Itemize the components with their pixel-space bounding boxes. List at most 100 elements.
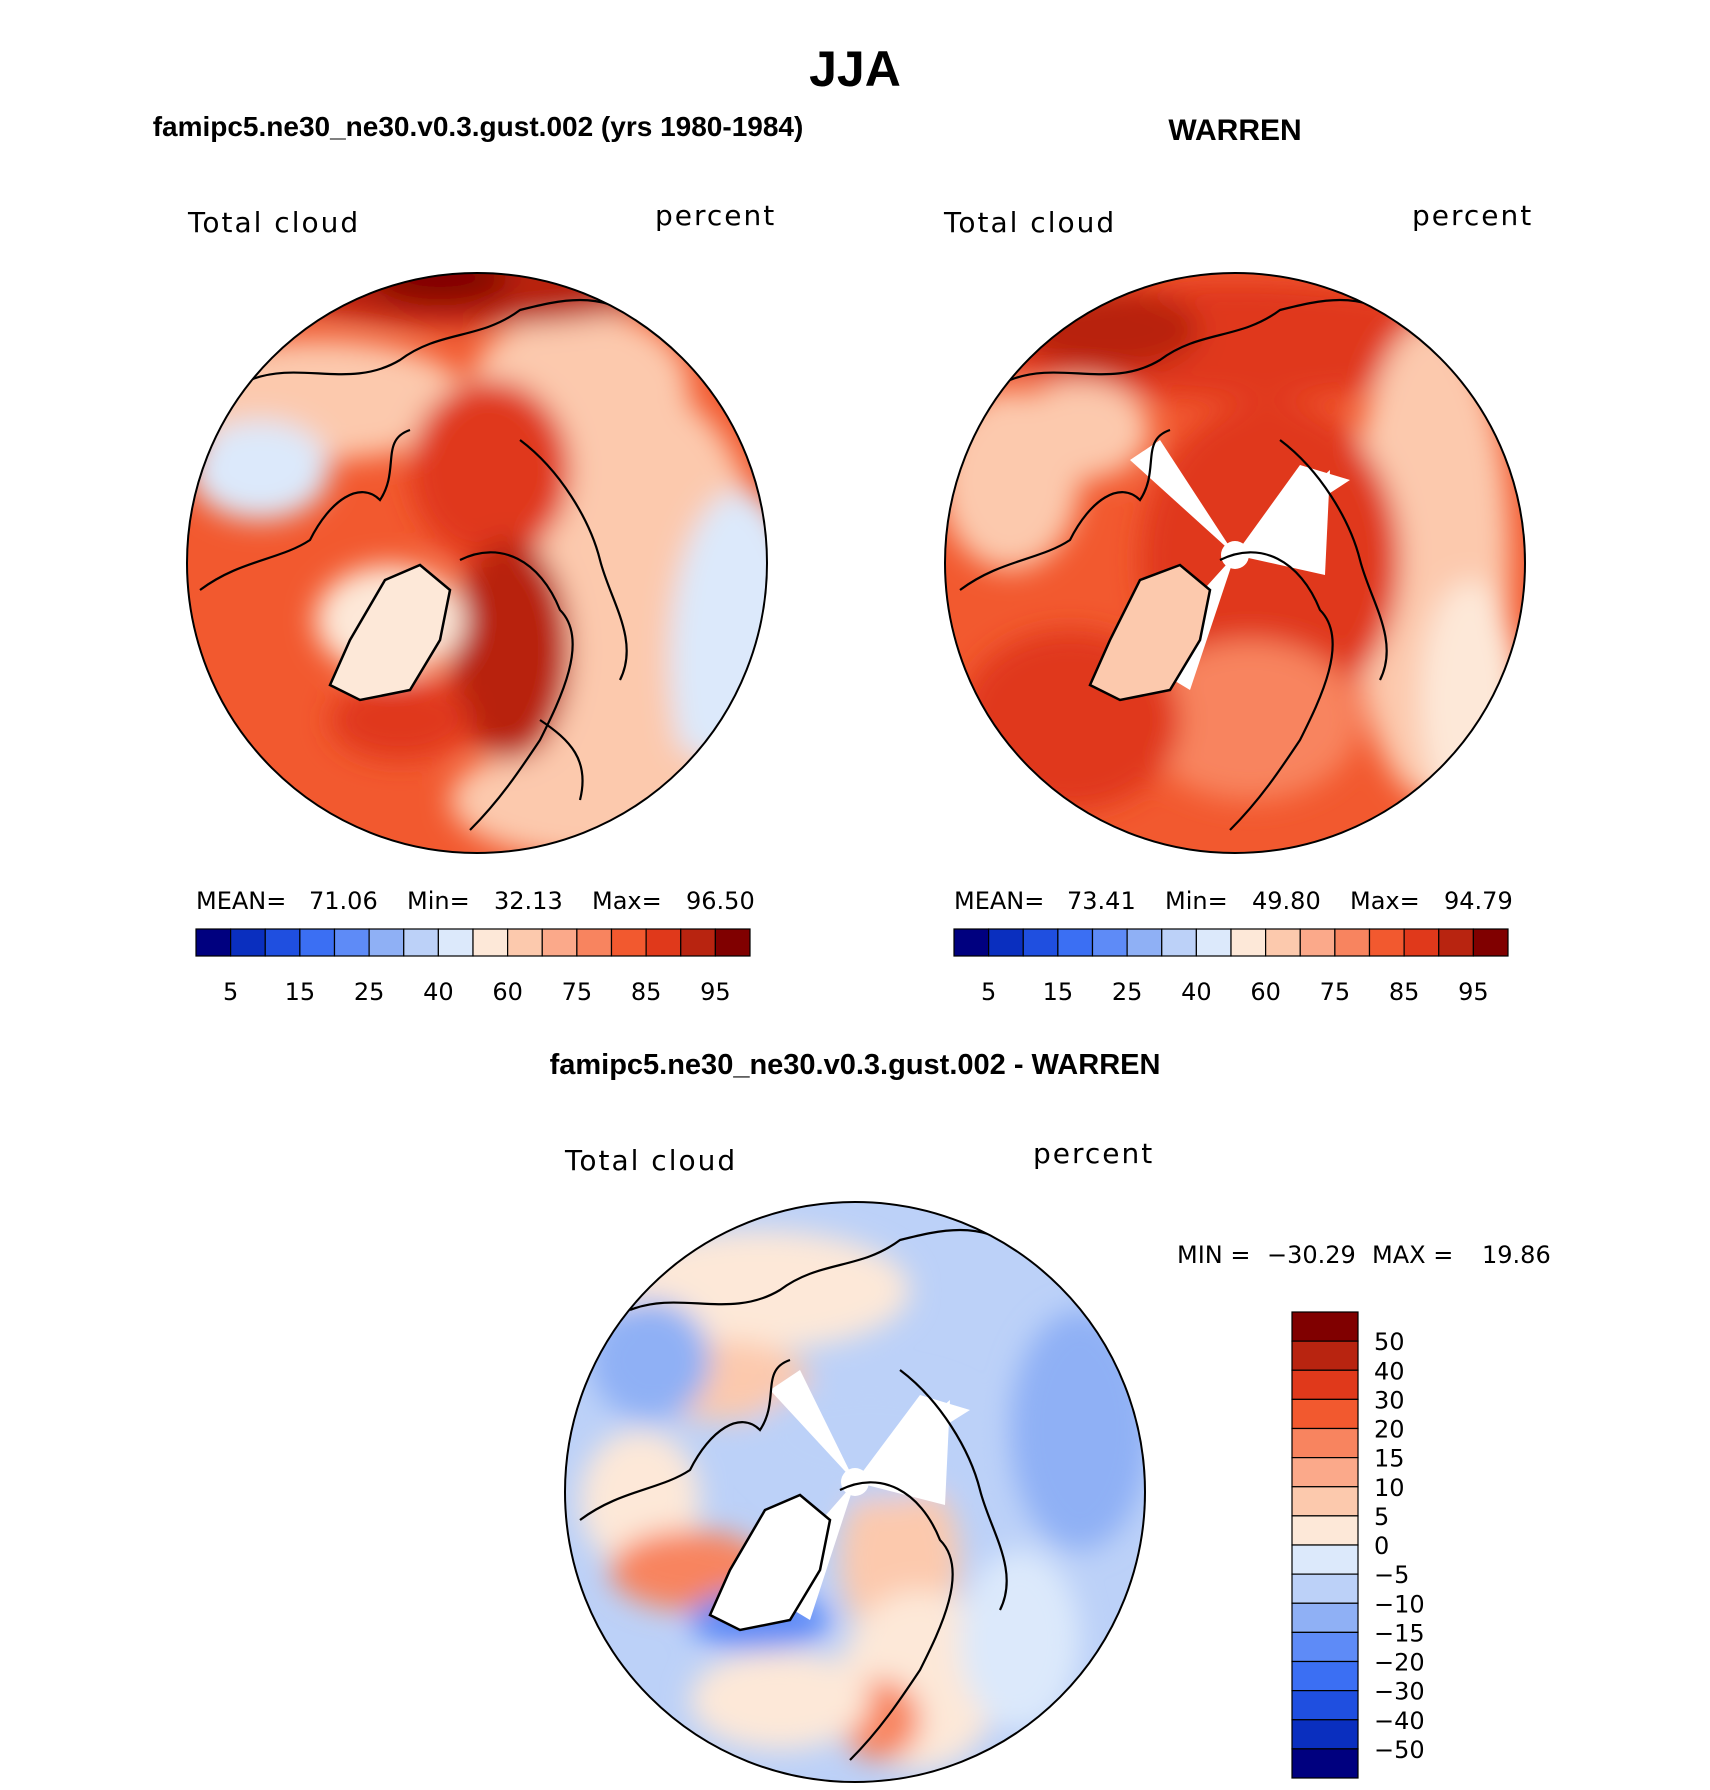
colorbar-swatch [507, 928, 543, 957]
colorbar-obs: 5 15 25 40 60 75 85 95 [953, 928, 1509, 1006]
colorbar-tick-label: −10 [1374, 1590, 1425, 1618]
colorbar-tick-label: −40 [1374, 1707, 1425, 1735]
colorbar-swatch [1022, 928, 1059, 957]
colorbar-swatch [714, 928, 751, 957]
colorbar-tick-label: 50 [1374, 1328, 1405, 1356]
colorbar-swatch [1161, 928, 1197, 957]
colorbar-swatch [1291, 1573, 1359, 1604]
min-value: 32.13 [494, 887, 563, 915]
max-value: 96.50 [686, 887, 755, 915]
colorbar-swatch [1091, 928, 1128, 957]
colorbar-swatch [1291, 1690, 1359, 1721]
coastlines [959, 298, 1401, 831]
colorbar-swatch [1334, 928, 1371, 957]
colorbar-tick-label: 85 [631, 978, 662, 1006]
colorbar-tick-label: 30 [1374, 1386, 1405, 1414]
diff-min-label: MIN = [1177, 1241, 1250, 1269]
colorbar-tick-label: 15 [285, 978, 316, 1006]
colorbar-swatch [645, 928, 682, 957]
colorbar-swatch [195, 928, 232, 957]
colorbar-swatch [1438, 928, 1474, 957]
map-obs [944, 272, 1526, 854]
mean-label: MEAN= [196, 887, 286, 915]
colorbar-tick-label: 95 [1458, 978, 1489, 1006]
colorbar-tick-label: 75 [562, 978, 593, 1006]
colorbar-tick-label: 15 [1374, 1445, 1405, 1473]
colorbar-swatch [680, 928, 716, 957]
diff-max-label: MAX = [1372, 1241, 1453, 1269]
colorbar-swatch [1057, 928, 1094, 957]
colorbar-swatch [368, 928, 405, 957]
colorbar-swatch [1291, 1340, 1359, 1371]
mean-label: MEAN= [954, 887, 1044, 915]
colorbar-swatch [1291, 1427, 1359, 1459]
greenland-outline [1088, 563, 1212, 702]
colorbar-swatch [1291, 1457, 1359, 1488]
colorbar-swatch [299, 928, 336, 957]
colorbar-swatch [403, 928, 439, 957]
map-model [186, 272, 768, 854]
colorbar-tick-label: −15 [1374, 1619, 1425, 1647]
map-difference [564, 1201, 1146, 1783]
difference-variable: Total cloud [564, 1144, 737, 1177]
colorbar-swatch [1291, 1631, 1359, 1663]
colorbar-tick-label: 5 [1374, 1503, 1389, 1531]
colorbar-swatch [1195, 928, 1232, 957]
difference-stats: MIN = −30.29 MAX = 19.86 [1177, 1241, 1551, 1269]
max-label: Max= [592, 887, 662, 915]
diff-min-value: −30.29 [1267, 1241, 1356, 1269]
colorbar-swatch [576, 928, 613, 957]
panel-obs-stats: MEAN= 73.41 Min= 49.80 Max= 94.79 [954, 887, 1513, 915]
panel-obs-variable: Total cloud [943, 206, 1116, 239]
colorbar-swatch [1291, 1544, 1359, 1575]
colorbar-tick-label: 40 [1181, 978, 1212, 1006]
colorbar-tick-label: 15 [1043, 978, 1074, 1006]
colorbar-tick-label: 95 [700, 978, 731, 1006]
colorbar-swatch [1291, 1311, 1359, 1342]
panel-obs-units: percent [1412, 199, 1533, 232]
mean-value: 71.06 [309, 887, 378, 915]
greenland-outline [328, 563, 452, 702]
coastlines [199, 298, 641, 831]
mean-value: 73.41 [1067, 887, 1136, 915]
colorbar-swatch [1291, 1719, 1359, 1750]
colorbar-tick-label: 25 [354, 978, 385, 1006]
colorbar-swatch [1126, 928, 1163, 957]
difference-heading: famipc5.ne30_ne30.v0.3.gust.002 - WARREN [550, 1049, 1161, 1081]
colorbar-tick-label: 40 [423, 978, 454, 1006]
diff-max-value: 19.86 [1482, 1241, 1551, 1269]
colorbar-tick-label: −5 [1374, 1561, 1409, 1589]
max-label: Max= [1350, 887, 1420, 915]
map-model-boundary [186, 272, 768, 854]
colorbar-swatch [472, 928, 509, 957]
colorbar-swatch [1291, 1515, 1359, 1546]
colorbar-swatch [1368, 928, 1405, 957]
colorbar-swatch [1291, 1398, 1359, 1430]
max-value: 94.79 [1444, 887, 1513, 915]
colorbar-swatch [230, 928, 266, 957]
figure-title: JJA [809, 41, 901, 97]
colorbar-swatch [437, 928, 474, 957]
colorbar-tick-label: 5 [223, 978, 238, 1006]
colorbar-tick-label: 25 [1112, 978, 1143, 1006]
colorbar-swatch [264, 928, 301, 957]
colorbar-swatch [953, 928, 990, 957]
min-value: 49.80 [1252, 887, 1321, 915]
coastlines [579, 1228, 1021, 1761]
colorbar-swatch [988, 928, 1024, 957]
colorbar-swatch [1291, 1602, 1359, 1633]
colorbar-tick-label: −50 [1374, 1736, 1425, 1764]
colorbar-tick-label: 10 [1374, 1474, 1405, 1502]
colorbar-tick-label: 0 [1374, 1532, 1389, 1560]
panel-model-stats: MEAN= 71.06 Min= 32.13 Max= 96.50 [196, 887, 755, 915]
colorbar-swatch [541, 928, 578, 957]
panel-obs-heading: WARREN [1168, 114, 1301, 147]
map-difference-boundary [564, 1201, 1146, 1783]
colorbar-model: 5 15 25 40 60 75 85 95 [195, 928, 751, 1006]
difference-units: percent [1033, 1137, 1154, 1170]
colorbar-tick-label: 40 [1374, 1357, 1405, 1385]
colorbar-swatch [610, 928, 647, 957]
colorbar-swatch [1472, 928, 1509, 957]
